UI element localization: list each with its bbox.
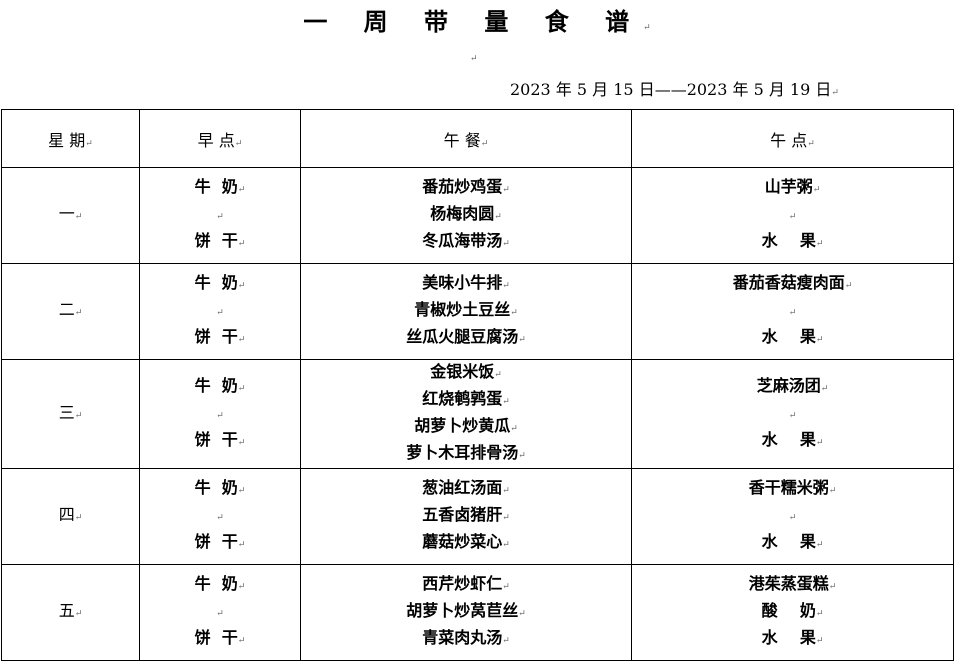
page-title: 一 周 带 量 食 谱 bbox=[0, 2, 954, 37]
table-row: 三牛 奶饼 干金银米饭红烧鹌鹑蛋胡萝卜炒黄瓜萝卜木耳排骨汤芝麻汤团水 果 bbox=[1, 359, 954, 469]
breakfast-item: 牛 奶 bbox=[140, 476, 300, 503]
breakfast-item: 饼 干 bbox=[140, 229, 300, 256]
day-cell: 二 bbox=[1, 263, 140, 360]
lunch-item: 冬瓜海带汤 bbox=[301, 229, 631, 256]
date-range: 2023 年 5 月 15 日——2023 年 5 月 19 日 bbox=[510, 76, 839, 100]
snack-item: 水 果 bbox=[632, 626, 953, 653]
lunch-item: 胡萝卜炒黄瓜 bbox=[301, 414, 631, 441]
snack-cell: 芝麻汤团水 果 bbox=[631, 359, 954, 469]
snack-cell: 香干糯米粥水 果 bbox=[631, 468, 954, 565]
table-row: 二牛 奶饼 干美味小牛排青椒炒土豆丝丝瓜火腿豆腐汤番茄香菇瘦肉面水 果 bbox=[1, 263, 954, 360]
snack-item: 港茱蒸蛋糕 bbox=[632, 572, 953, 599]
snack-item: 芝麻汤团 bbox=[632, 374, 953, 401]
snack-item bbox=[632, 503, 953, 530]
snack-item bbox=[632, 401, 953, 428]
lunch-cell: 番茄炒鸡蛋杨梅肉圆冬瓜海带汤 bbox=[300, 167, 632, 264]
breakfast-item bbox=[140, 401, 300, 428]
breakfast-item: 牛 奶 bbox=[140, 374, 300, 401]
lunch-item: 青菜肉丸汤 bbox=[301, 626, 631, 653]
breakfast-cell: 牛 奶饼 干 bbox=[139, 359, 301, 469]
header-breakfast: 早 点 bbox=[139, 109, 301, 168]
day-label: 二 bbox=[2, 298, 139, 325]
snack-cell: 港茱蒸蛋糕酸 奶水 果 bbox=[631, 564, 954, 661]
day-label: 五 bbox=[2, 599, 139, 626]
lunch-item: 青椒炒土豆丝 bbox=[301, 298, 631, 325]
snack-item: 山芋粥 bbox=[632, 175, 953, 202]
table-row: 一牛 奶饼 干番茄炒鸡蛋杨梅肉圆冬瓜海带汤山芋粥水 果 bbox=[1, 167, 954, 264]
paragraph-mark: ↵ bbox=[470, 54, 478, 64]
day-cell: 五 bbox=[1, 564, 140, 661]
breakfast-item: 牛 奶 bbox=[140, 572, 300, 599]
day-label: 四 bbox=[2, 503, 139, 530]
lunch-item: 西芹炒虾仁 bbox=[301, 572, 631, 599]
breakfast-item bbox=[140, 503, 300, 530]
lunch-item: 丝瓜火腿豆腐汤 bbox=[301, 325, 631, 352]
day-label: 三 bbox=[2, 401, 139, 428]
lunch-item: 葱油红汤面 bbox=[301, 476, 631, 503]
breakfast-cell: 牛 奶饼 干 bbox=[139, 167, 301, 264]
header-row: 星 期 早 点 午 餐 午 点 bbox=[1, 109, 954, 168]
lunch-item: 红烧鹌鹑蛋 bbox=[301, 387, 631, 414]
day-cell: 一 bbox=[1, 167, 140, 264]
snack-item bbox=[632, 298, 953, 325]
snack-cell: 番茄香菇瘦肉面水 果 bbox=[631, 263, 954, 360]
lunch-item: 番茄炒鸡蛋 bbox=[301, 175, 631, 202]
breakfast-item bbox=[140, 599, 300, 626]
day-label: 一 bbox=[2, 202, 139, 229]
day-cell: 四 bbox=[1, 468, 140, 565]
breakfast-cell: 牛 奶饼 干 bbox=[139, 564, 301, 661]
header-lunch: 午 餐 bbox=[300, 109, 632, 168]
lunch-item: 美味小牛排 bbox=[301, 271, 631, 298]
breakfast-item: 牛 奶 bbox=[140, 175, 300, 202]
lunch-cell: 金银米饭红烧鹌鹑蛋胡萝卜炒黄瓜萝卜木耳排骨汤 bbox=[300, 359, 632, 469]
lunch-cell: 西芹炒虾仁胡萝卜炒莴苣丝青菜肉丸汤 bbox=[300, 564, 632, 661]
day-cell: 三 bbox=[1, 359, 140, 469]
snack-item: 水 果 bbox=[632, 530, 953, 557]
breakfast-item bbox=[140, 202, 300, 229]
snack-item bbox=[632, 202, 953, 229]
lunch-item: 金银米饭 bbox=[301, 360, 631, 387]
weekly-menu-table: 星 期 早 点 午 餐 午 点 一牛 奶饼 干番茄炒鸡蛋杨梅肉圆冬瓜海带汤山芋粥… bbox=[1, 109, 954, 661]
table-row: 四牛 奶饼 干葱油红汤面五香卤猪肝蘑菇炒菜心香干糯米粥水 果 bbox=[1, 468, 954, 565]
snack-item: 酸 奶 bbox=[632, 599, 953, 626]
snack-item: 水 果 bbox=[632, 229, 953, 256]
snack-cell: 山芋粥水 果 bbox=[631, 167, 954, 264]
breakfast-item: 饼 干 bbox=[140, 428, 300, 455]
lunch-item: 五香卤猪肝 bbox=[301, 503, 631, 530]
snack-item: 水 果 bbox=[632, 325, 953, 352]
snack-item: 水 果 bbox=[632, 428, 953, 455]
header-day: 星 期 bbox=[1, 109, 140, 168]
breakfast-item: 饼 干 bbox=[140, 626, 300, 653]
breakfast-item bbox=[140, 298, 300, 325]
lunch-item: 蘑菇炒菜心 bbox=[301, 530, 631, 557]
snack-item: 番茄香菇瘦肉面 bbox=[632, 271, 953, 298]
lunch-item: 胡萝卜炒莴苣丝 bbox=[301, 599, 631, 626]
snack-item: 香干糯米粥 bbox=[632, 476, 953, 503]
breakfast-item: 牛 奶 bbox=[140, 271, 300, 298]
table-row: 五牛 奶饼 干西芹炒虾仁胡萝卜炒莴苣丝青菜肉丸汤港茱蒸蛋糕酸 奶水 果 bbox=[1, 564, 954, 661]
header-snack: 午 点 bbox=[631, 109, 954, 168]
lunch-item: 萝卜木耳排骨汤 bbox=[301, 441, 631, 468]
breakfast-item: 饼 干 bbox=[140, 325, 300, 352]
lunch-cell: 美味小牛排青椒炒土豆丝丝瓜火腿豆腐汤 bbox=[300, 263, 632, 360]
breakfast-item: 饼 干 bbox=[140, 530, 300, 557]
breakfast-cell: 牛 奶饼 干 bbox=[139, 263, 301, 360]
lunch-item: 杨梅肉圆 bbox=[301, 202, 631, 229]
lunch-cell: 葱油红汤面五香卤猪肝蘑菇炒菜心 bbox=[300, 468, 632, 565]
breakfast-cell: 牛 奶饼 干 bbox=[139, 468, 301, 565]
